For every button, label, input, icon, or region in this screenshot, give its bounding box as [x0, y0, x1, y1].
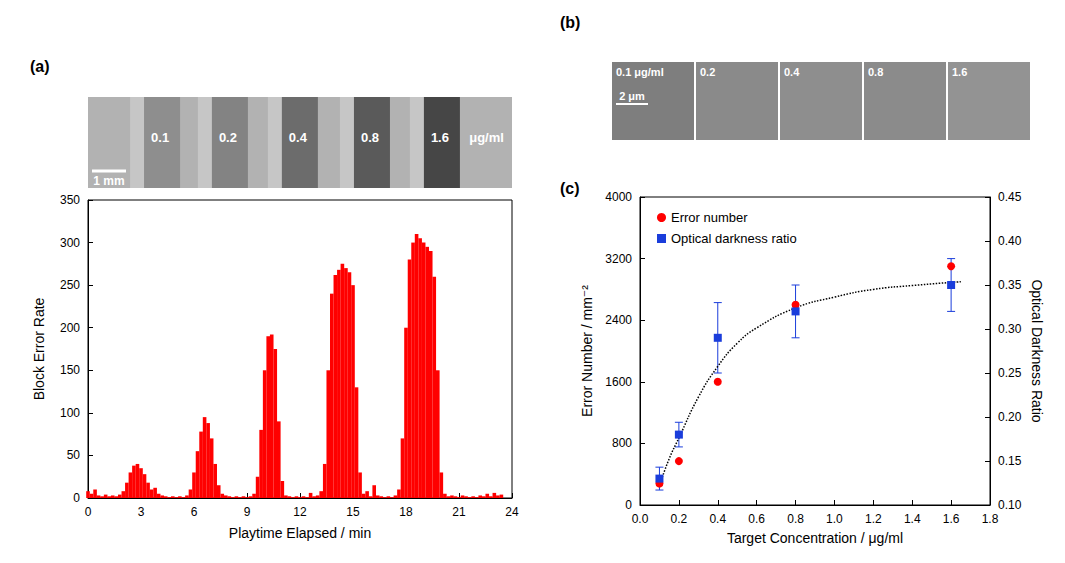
svg-text:0.4: 0.4	[784, 66, 800, 78]
svg-text:0.1: 0.1	[151, 130, 169, 145]
svg-text:0.6: 0.6	[748, 512, 765, 526]
svg-text:3200: 3200	[605, 252, 632, 266]
svg-text:0.25: 0.25	[998, 366, 1022, 380]
svg-text:1.4: 1.4	[904, 512, 921, 526]
svg-text:1.6: 1.6	[952, 66, 967, 78]
svg-text:9: 9	[244, 505, 251, 519]
svg-text:0.4: 0.4	[709, 512, 726, 526]
svg-text:0.15: 0.15	[998, 454, 1022, 468]
svg-text:0.45: 0.45	[998, 190, 1022, 204]
svg-text:0.10: 0.10	[998, 498, 1022, 512]
svg-text:300: 300	[60, 236, 80, 250]
svg-text:1.6: 1.6	[431, 130, 449, 145]
svg-text:350: 350	[60, 193, 80, 207]
svg-text:0.8: 0.8	[361, 130, 379, 145]
svg-text:0.0: 0.0	[632, 512, 649, 526]
svg-text:Optical Darkness Ratio: Optical Darkness Ratio	[1029, 279, 1045, 422]
svg-text:1 mm: 1 mm	[93, 174, 124, 188]
svg-text:(a): (a)	[30, 58, 50, 75]
svg-text:50: 50	[67, 448, 81, 462]
svg-text:0.2: 0.2	[700, 66, 715, 78]
svg-text:1600: 1600	[605, 375, 632, 389]
svg-text:0.1 μg/ml: 0.1 μg/ml	[616, 66, 664, 78]
svg-text:2400: 2400	[605, 313, 632, 327]
svg-text:0: 0	[625, 498, 632, 512]
svg-text:2 μm: 2 μm	[619, 90, 645, 102]
svg-text:0.20: 0.20	[998, 410, 1022, 424]
svg-text:0.8: 0.8	[868, 66, 883, 78]
svg-text:12: 12	[293, 505, 307, 519]
svg-text:800: 800	[612, 436, 632, 450]
svg-text:100: 100	[60, 406, 80, 420]
svg-text:0: 0	[73, 491, 80, 505]
svg-text:Optical darkness ratio: Optical darkness ratio	[671, 231, 797, 246]
svg-text:Error number: Error number	[671, 210, 748, 225]
svg-text:0.4: 0.4	[289, 130, 308, 145]
svg-text:0.30: 0.30	[998, 322, 1022, 336]
svg-text:1.0: 1.0	[826, 512, 843, 526]
svg-text:18: 18	[399, 505, 413, 519]
svg-text:1.8: 1.8	[982, 512, 999, 526]
svg-text:4000: 4000	[605, 190, 632, 204]
svg-text:Target Concentration / μg/ml: Target Concentration / μg/ml	[727, 530, 903, 546]
svg-text:1.2: 1.2	[865, 512, 882, 526]
svg-text:μg/ml: μg/ml	[469, 130, 504, 145]
svg-text:15: 15	[346, 505, 360, 519]
svg-text:(c): (c)	[560, 180, 580, 197]
svg-text:3: 3	[138, 505, 145, 519]
svg-text:200: 200	[60, 321, 80, 335]
svg-text:0.2: 0.2	[219, 130, 237, 145]
svg-text:0.40: 0.40	[998, 234, 1022, 248]
svg-text:0: 0	[85, 505, 92, 519]
svg-text:(b): (b)	[560, 14, 580, 31]
svg-text:1.6: 1.6	[943, 512, 960, 526]
svg-text:21: 21	[452, 505, 466, 519]
svg-text:6: 6	[191, 505, 198, 519]
svg-text:Error Number / mm⁻²: Error Number / mm⁻²	[579, 285, 595, 417]
svg-text:24: 24	[505, 505, 519, 519]
svg-text:0.2: 0.2	[671, 512, 688, 526]
svg-text:250: 250	[60, 278, 80, 292]
svg-text:Block Error Rate: Block Error Rate	[31, 297, 47, 400]
svg-text:0.8: 0.8	[787, 512, 804, 526]
svg-text:150: 150	[60, 363, 80, 377]
svg-text:Playtime Elapsed / min: Playtime Elapsed / min	[229, 525, 371, 541]
svg-text:0.35: 0.35	[998, 278, 1022, 292]
